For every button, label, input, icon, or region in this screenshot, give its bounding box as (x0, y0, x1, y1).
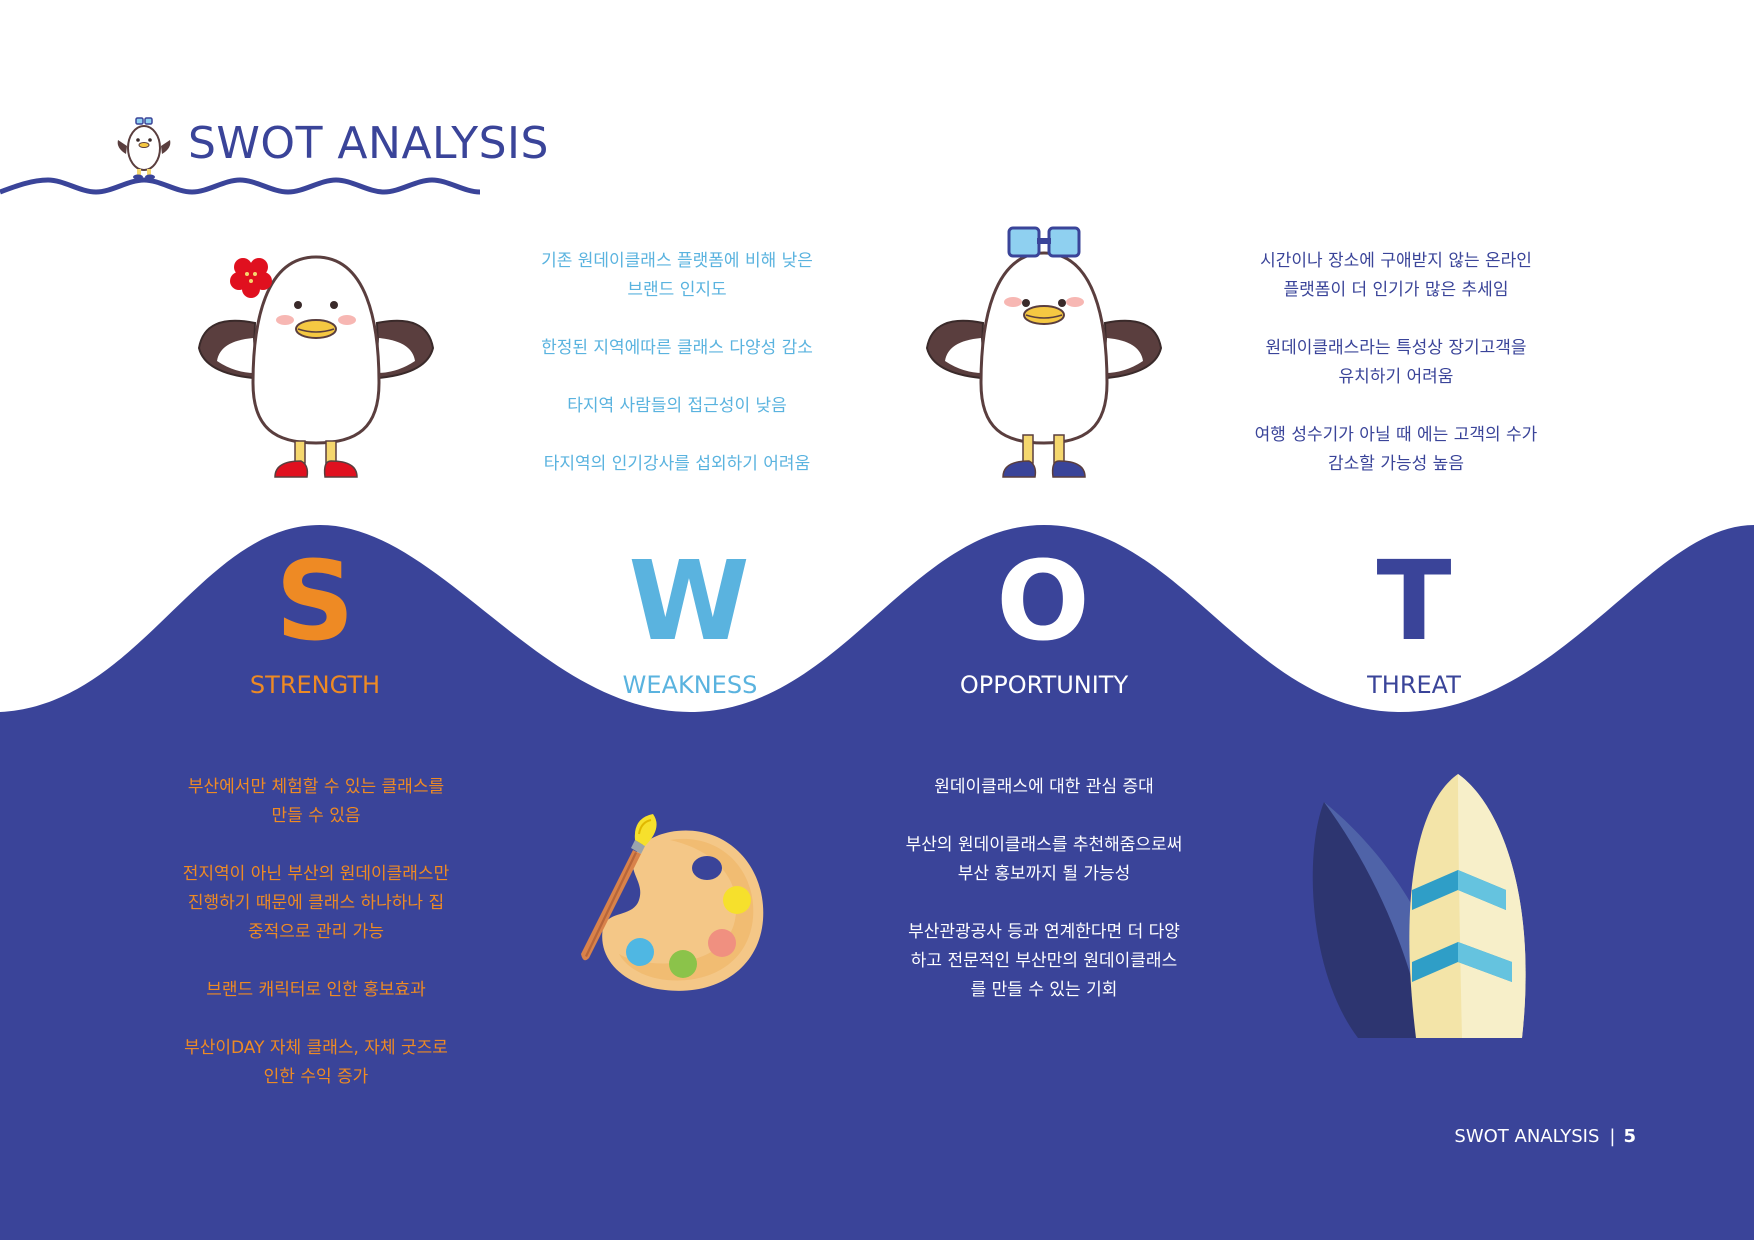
footer-separator: | (1609, 1126, 1616, 1147)
threat-item: 시간이나 장소에 구애받지 않는 온라인 플랫폼이 더 인기가 많은 추세임 (1260, 251, 1532, 300)
opportunity-item: 부산관광공사 등과 연계한다면 더 다양 하고 전문적인 부산만의 원데이클래스 를… (908, 922, 1180, 1000)
weakness-list: 기존 원데이클래스 플랫폼에 비해 낮은 브랜드 인지도 한정된 지역에따른 클래… (517, 247, 837, 479)
weakness-label: WEAKNESS (622, 671, 758, 699)
opportunity-list: 원데이클래스에 대한 관심 증대 부산의 원데이클래스를 추천해줌으로써 부산 홍… (888, 773, 1200, 1005)
page-footer: SWOT ANALYSIS | 5 (1454, 1126, 1636, 1147)
threat-label: THREAT (1367, 671, 1461, 699)
weakness-item: 타지역 사람들의 접근성이 낮음 (567, 396, 787, 416)
blue-wave-band (0, 525, 1754, 1240)
strength-item: 브랜드 캐릭터로 인한 홍보효과 (206, 980, 426, 1000)
page-number: 5 (1623, 1126, 1636, 1147)
strength-list: 부산에서만 체험할 수 있는 클래스를 만들 수 있음 전지역이 아닌 부산의 원… (160, 773, 472, 1092)
opportunity-item: 부산의 원데이클래스를 추천해줌으로써 부산 홍보까지 될 가능성 (905, 835, 1183, 884)
weakness-item: 타지역의 인기강사를 섭외하기 어려움 (543, 454, 811, 474)
threat-item: 원데이클래스라는 특성상 장기고객을 유치하기 어려움 (1265, 338, 1527, 387)
footer-label: SWOT ANALYSIS (1454, 1126, 1600, 1147)
weakness-item: 한정된 지역에따른 클래스 다양성 감소 (541, 338, 813, 358)
opportunity-label: OPPORTUNITY (959, 671, 1129, 699)
page-title: SWOT ANALYSIS (188, 118, 549, 169)
opportunity-item: 원데이클래스에 대한 관심 증대 (934, 777, 1154, 797)
seagull-flower-icon (197, 255, 435, 478)
strength-item: 부산에서만 체험할 수 있는 클래스를 만들 수 있음 (187, 777, 445, 826)
weakness-letter: W (628, 537, 750, 665)
threat-letter: T (1376, 537, 1452, 665)
threat-list: 시간이나 장소에 구애받지 않는 온라인 플랫폼이 더 인기가 많은 추세임 원데… (1236, 247, 1556, 479)
header-wave-line (0, 177, 481, 195)
mascot-small-icon (117, 117, 171, 180)
surfboards-icon (1312, 774, 1526, 1038)
strength-item: 전지역이 아닌 부산의 원데이클래스만 진행하기 때문에 클래스 하나하나 집 중적… (182, 864, 450, 942)
paint-palette-icon (581, 814, 764, 991)
threat-item: 여행 성수기가 아닐 때 에는 고객의 수가 감소할 가능성 높음 (1254, 425, 1538, 474)
strength-label: STRENGTH (249, 671, 381, 699)
opportunity-letter: O (996, 537, 1090, 665)
strength-letter: S (275, 537, 355, 665)
strength-item: 부산이DAY 자체 클래스, 자체 굿즈로 인한 수익 증가 (184, 1038, 448, 1087)
weakness-item: 기존 원데이클래스 플랫폼에 비해 낮은 브랜드 인지도 (541, 251, 813, 300)
seagull-goggles-icon (925, 226, 1163, 478)
